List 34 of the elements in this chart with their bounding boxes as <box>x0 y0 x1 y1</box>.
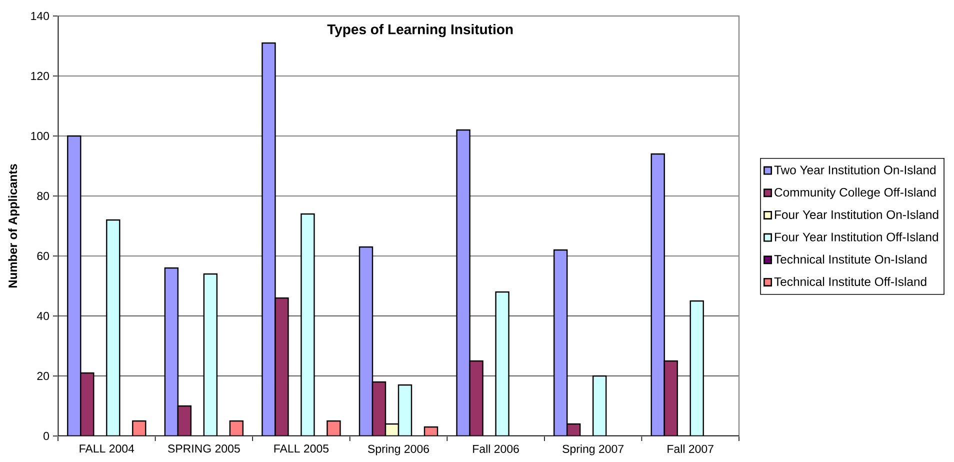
text: Types of Learning Insitution <box>327 24 513 38</box>
legend-label: Community College Off-Island <box>774 188 936 200</box>
x-tick-label: Fall 2007 <box>668 444 714 453</box>
bar <box>554 250 568 436</box>
bar <box>398 384 412 436</box>
bar <box>372 382 386 436</box>
x-tick-label: SPRING 2005 <box>168 444 240 453</box>
legend-label: Technical Institute Off-Island <box>774 277 926 286</box>
bar <box>204 274 217 436</box>
x-tick-label: FALL 2004 <box>80 444 134 453</box>
x-tick-label: FALL 2005 <box>274 444 329 453</box>
y-tick-label: 120 <box>31 72 50 80</box>
bar <box>360 246 372 436</box>
bar <box>593 376 606 436</box>
x-tick-label: Fall 2006 <box>473 444 519 453</box>
y-tick-label: 40 <box>36 312 50 320</box>
bar <box>164 268 178 436</box>
legend-label: Two Year Institution On-Island <box>774 165 936 174</box>
y-tick-label: 100 <box>31 132 50 140</box>
y-tick-label: 140 <box>31 12 50 20</box>
legend-label: Four Year Institution On-Island <box>775 210 938 219</box>
bar <box>650 153 665 436</box>
legend-label: Four Year Institution Off-Island <box>775 232 938 242</box>
x-tick-label: Spring 2006 <box>368 444 429 456</box>
bar <box>690 300 704 436</box>
bar <box>664 360 678 436</box>
y-tick-label: 80 <box>37 192 50 200</box>
y-axis-title: Number of Applicants <box>8 164 20 288</box>
x-tick-label: Spring 2007 <box>562 444 624 456</box>
y-tick-label: 0 <box>44 432 50 440</box>
y-tick-label: 20 <box>37 372 50 380</box>
bar <box>80 372 94 436</box>
legend-label: Technical Institute On-Island <box>774 254 926 264</box>
y-tick-label: 60 <box>37 252 50 260</box>
